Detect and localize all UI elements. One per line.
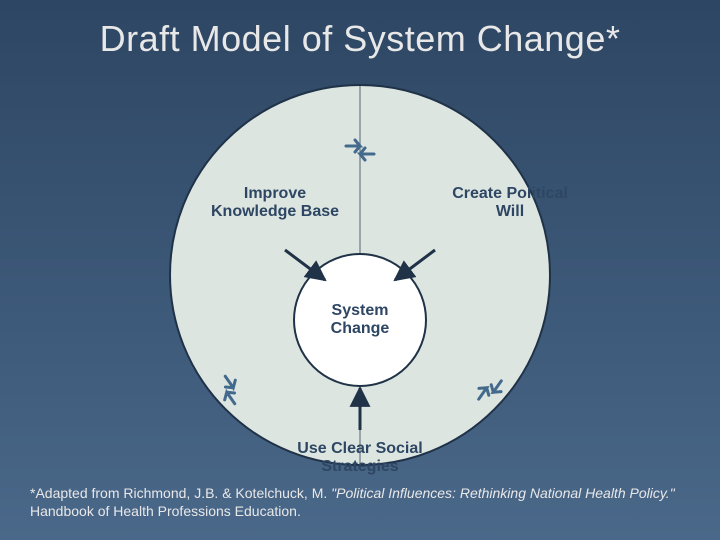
- node-social-label: Use Clear Social Strategies: [260, 440, 460, 477]
- system-change-diagram: System Change Improve Knowledge Base Cre…: [110, 80, 610, 500]
- page-title: Draft Model of System Change*: [0, 18, 720, 60]
- center-label: System Change: [300, 302, 420, 339]
- footnote-italic: "Political Influences: Rethinking Nation…: [331, 485, 675, 501]
- footnote: *Adapted from Richmond, J.B. & Kotelchuc…: [30, 484, 690, 520]
- diagram-svg: [110, 80, 610, 500]
- footnote-suffix: Handbook of Health Professions Education…: [30, 503, 301, 519]
- node-knowledge-label: Improve Knowledge Base: [205, 185, 345, 222]
- footnote-prefix: *Adapted from Richmond, J.B. & Kotelchuc…: [30, 485, 331, 501]
- node-political-label: Create Political Will: [440, 185, 580, 222]
